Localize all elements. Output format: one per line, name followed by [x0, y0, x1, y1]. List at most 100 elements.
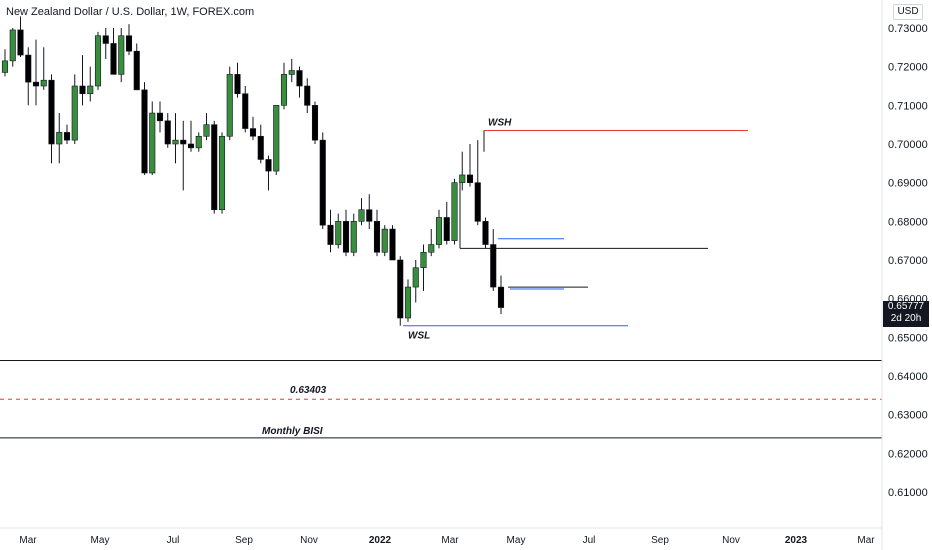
candle-body-up [459, 174, 466, 183]
price-axis[interactable]: 0.73000 0.72000 0.71000 0.70000 0.69000 0.680… [881, 0, 928, 550]
candle [358, 198, 365, 226]
candle [497, 275, 505, 315]
candle [94, 31, 102, 90]
candle [381, 225, 388, 257]
candle-body-down [466, 174, 474, 183]
candle [311, 101, 319, 144]
candle [149, 101, 156, 175]
candle-body-up [9, 29, 16, 62]
candle-body-down [373, 221, 381, 253]
candle-body-down [389, 228, 396, 261]
last-price-value: 0.65777 [887, 301, 925, 312]
candle-body-up [118, 35, 125, 75]
price-tick-label: 0.69000 [888, 178, 928, 190]
candle [195, 132, 202, 152]
candle-body-up [226, 74, 233, 137]
candle-body-down [397, 259, 404, 319]
candle [102, 28, 109, 59]
candle-body-up [149, 112, 156, 174]
candle-body-down [319, 139, 326, 226]
candle-body-up [172, 139, 179, 145]
candle [32, 39, 40, 106]
price-tick-label: 0.71000 [888, 100, 928, 112]
time-tick-label: Nov [722, 535, 740, 546]
candle [48, 74, 55, 164]
price-tick-label: 0.63000 [888, 410, 928, 422]
levels-layer [0, 129, 882, 439]
candle [17, 16, 24, 57]
candle [466, 144, 474, 187]
candle-body-up [195, 135, 202, 149]
candle-body-down [110, 43, 117, 75]
price-tick-label: 0.65000 [888, 332, 928, 344]
time-tick-label: May [91, 535, 110, 546]
candle [249, 116, 257, 141]
candle-body-up [451, 182, 458, 241]
price-tick-label: 0.61000 [888, 487, 928, 499]
candle-body-down [141, 89, 148, 174]
candle [397, 256, 404, 326]
candle-body-down [366, 209, 373, 222]
time-tick-label: Mar [19, 535, 37, 546]
time-tick-label: May [507, 535, 526, 546]
time-axis[interactable]: Mar May Jul Sep Nov 2022 Mar May Jul Sep Nov 2023 Ma… [0, 527, 882, 546]
candle [373, 209, 381, 257]
candle-body-up [71, 85, 78, 141]
candle [1, 49, 9, 77]
candle [420, 244, 427, 291]
level-label-monthly-bisi: Monthly BISI [262, 426, 323, 437]
candle [490, 229, 497, 291]
candle-body-up [404, 286, 412, 319]
candle-body-down [249, 128, 257, 137]
candle-body-up [87, 85, 94, 95]
candle-body-down [79, 85, 86, 95]
price-tick-label: 0.70000 [888, 139, 928, 151]
candle-body-down [296, 70, 303, 87]
candle-body-up [273, 105, 280, 172]
candle [265, 155, 272, 191]
candle [435, 209, 443, 249]
chart-title: New Zealand Dollar / U.S. Dollar, 1W, FO… [6, 6, 255, 18]
candle [9, 28, 16, 67]
candle [404, 279, 412, 322]
candle [327, 209, 334, 253]
price-tick-label: 0.68000 [888, 216, 928, 228]
level-label-wsh: WSH [488, 117, 512, 128]
candle-body-up [288, 70, 295, 75]
level-label-wsl: WSL [408, 331, 430, 342]
candle [71, 74, 78, 144]
time-tick-label: Nov [300, 535, 318, 546]
candle [218, 132, 226, 214]
candle-body-down [211, 124, 218, 211]
candle-body-up [428, 244, 435, 253]
candle [25, 47, 32, 106]
candle-body-down [242, 93, 249, 129]
candle [118, 28, 125, 83]
price-tick-label: 0.64000 [888, 371, 928, 383]
candle [63, 124, 71, 144]
candle [451, 178, 458, 245]
candle [133, 43, 140, 91]
candle-body-down [327, 224, 334, 245]
candle-body-down [342, 221, 350, 253]
candle [110, 28, 117, 75]
candle-body-up [94, 35, 102, 87]
time-tick-label: Mar [441, 535, 459, 546]
candle-body-down [257, 135, 264, 160]
price-tick-label: 0.73000 [888, 23, 928, 35]
time-tick-label: Mar [857, 535, 875, 546]
candle-body-up [203, 124, 210, 137]
candle [141, 82, 148, 175]
candle [366, 194, 373, 230]
candle-body-down [180, 139, 187, 145]
candle [319, 132, 326, 230]
candle [87, 66, 94, 102]
currency-button[interactable]: USD [893, 4, 923, 20]
time-tick-label: 2023 [785, 535, 808, 546]
candle [412, 260, 419, 303]
candle [257, 124, 264, 164]
candle [156, 101, 164, 133]
candle [296, 66, 303, 98]
candle-body-up [381, 228, 388, 253]
